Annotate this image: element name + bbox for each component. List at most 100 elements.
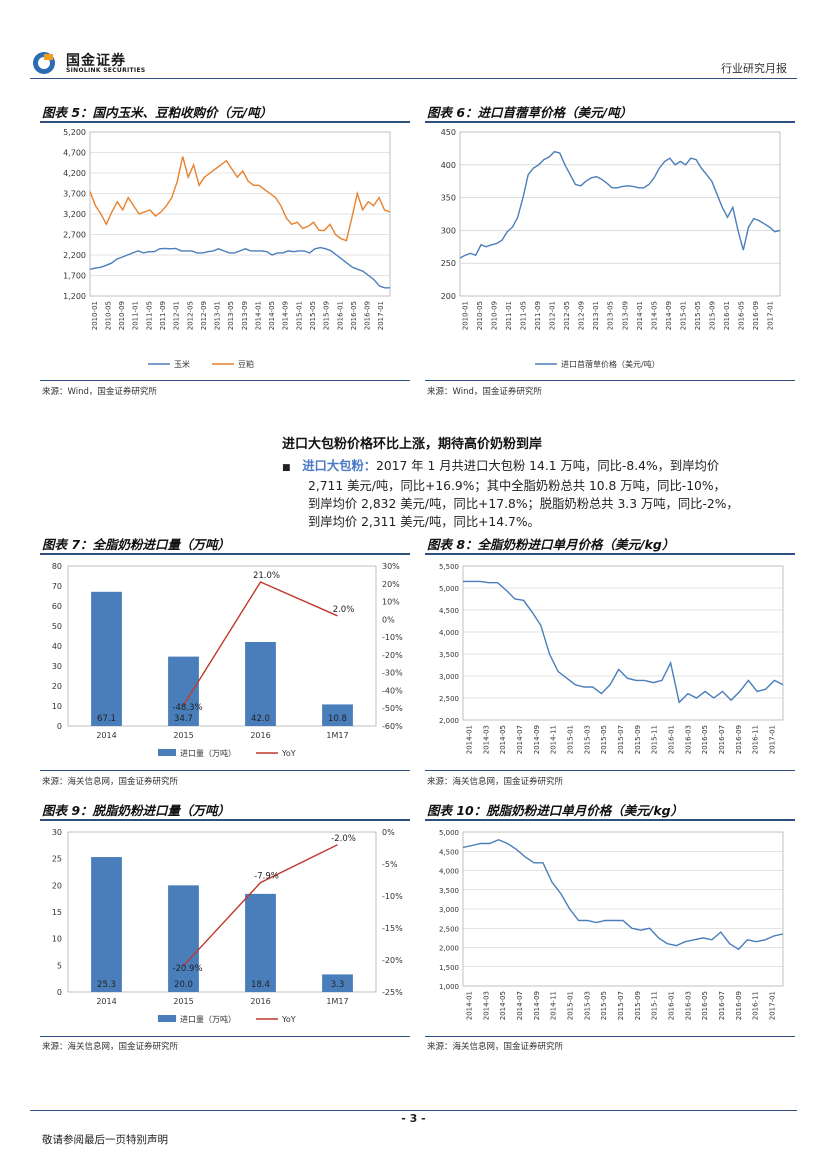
x-tick-label: 2011-05	[145, 301, 153, 330]
y2-tick-label: 0%	[382, 828, 395, 837]
y-tick-label: 2,500	[439, 695, 459, 703]
x-tick-label: 2010-09	[490, 301, 498, 330]
x-tick-label: 2012-09	[578, 301, 586, 330]
logo	[33, 52, 55, 74]
x-tick-label: 2013-09	[241, 301, 249, 330]
fig8-top-rule	[425, 553, 795, 555]
x-tick-label: 2015-03	[583, 725, 591, 754]
bar-value-label: 25.3	[97, 980, 116, 990]
x-tick-label: 2015-01	[566, 991, 574, 1020]
fig6-title: 图表 6：进口苜蓿草价格（美元/吨）	[427, 105, 633, 120]
y-tick-label: 40	[52, 642, 62, 651]
x-tick-label: 1M17	[326, 731, 348, 740]
x-tick-label: 2016-09	[364, 301, 372, 330]
y-tick-label: 0	[57, 988, 62, 997]
y-tick-label: 0	[57, 722, 62, 731]
bar-value-label: 42.0	[251, 714, 270, 724]
y-tick-label: 250	[441, 259, 456, 268]
y-tick-label: 4,500	[439, 848, 459, 856]
x-tick-label: 2015	[173, 997, 193, 1006]
y2-tick-label: -20%	[382, 651, 403, 660]
y-tick-label: 1,700	[63, 272, 86, 281]
x-tick-label: 2017-01	[767, 301, 775, 330]
y-tick-label: 5	[57, 961, 62, 970]
series-line	[462, 838, 784, 951]
x-tick-label: 2013-05	[607, 301, 615, 330]
bar-value-label: 20.0	[174, 980, 193, 990]
y-tick-label: 5,500	[439, 563, 459, 571]
x-tick-label: 2013-01	[214, 301, 222, 330]
legend-label-bar: 进口量（万吨）	[180, 1014, 236, 1024]
x-tick-label: 2016-07	[718, 725, 726, 754]
x-tick-label: 2014-01	[465, 725, 473, 754]
page-number: - 3 -	[401, 1112, 426, 1125]
y2-tick-label: -30%	[382, 669, 403, 678]
y-tick-label: 50	[52, 622, 62, 631]
y-tick-label: 70	[52, 582, 62, 591]
x-tick-label: 2014-01	[636, 301, 644, 330]
bullet-line-2: 2,711 美元/吨，同比+16.9%；其中全脂奶粉总共 10.8 万吨，同比-…	[308, 479, 726, 493]
x-tick-label: 2016-05	[350, 301, 358, 330]
x-tick-label: 2014-09	[533, 991, 541, 1020]
y2-tick-label: -50%	[382, 704, 403, 713]
fig10-chart: 5,000 4,500 4,000 3,500 3,000 2,500 2,000 1,500…	[439, 829, 784, 1020]
bar	[245, 893, 276, 992]
fig10-title: 图表 10：脱脂奶粉进口单月价格（美元/kg）	[427, 803, 684, 818]
fig8-bottom-rule	[425, 770, 795, 771]
x-tick-label: 2015-05	[694, 301, 702, 330]
y-tick-label: 450	[441, 128, 456, 137]
x-tick-label: 2015-01	[566, 725, 574, 754]
x-tick-label: 2010-01	[461, 301, 469, 330]
bar-value-label: 67.1	[97, 714, 116, 724]
fig8-source: 来源：海关信息网，国金证券研究所	[427, 777, 564, 787]
fig10-top-rule	[425, 819, 795, 821]
x-tick-label: 2015-11	[651, 991, 659, 1020]
section-heading: 进口大包粉价格环比上涨，期待高价奶粉到岸	[282, 437, 543, 452]
fig10-source: 来源：海关信息网，国金证券研究所	[427, 1042, 564, 1052]
y-tick-label: 3,500	[439, 887, 459, 895]
yoy-label: -7.9%	[254, 872, 279, 882]
fig9-chart: 3025201510500%-5%-10%-15%-20%-25%25.3201…	[52, 828, 403, 1024]
y-tick-label: 25	[52, 855, 62, 864]
y-tick-label: 1,500	[439, 964, 459, 972]
fig6-top-rule	[425, 121, 795, 123]
x-tick-label: 2016-03	[684, 991, 692, 1020]
legend-swatch-bar	[158, 749, 176, 756]
report-type: 行业研究月报	[721, 62, 787, 75]
yoy-label: -20.9%	[172, 964, 202, 974]
bullet-line-3: 到岸均价 2,832 美元/吨，同比+17.8%；脱脂奶粉总共 3.3 万吨，同…	[308, 497, 739, 511]
series-line	[89, 246, 390, 289]
fig6-bottom-rule	[425, 380, 795, 381]
x-tick-label: 2014-01	[254, 301, 262, 330]
x-tick-label: 2016-09	[735, 991, 743, 1020]
bar	[91, 857, 122, 992]
x-tick-label: 2015-05	[600, 991, 608, 1020]
x-tick-label: 2012-09	[200, 301, 208, 330]
bullet-line-4: 到岸均价 2,311 美元/吨，同比+14.7%。	[308, 515, 540, 529]
y2-tick-label: 20%	[382, 580, 400, 589]
x-tick-label: 2014-01	[465, 991, 473, 1020]
x-tick-label: 2015-09	[323, 301, 331, 330]
x-tick-label: 2016-05	[701, 991, 709, 1020]
section-paragraph: ■ 进口大包粉：2017 年 1 月共进口大包粉 14.1 万吨，同比-8.4%…	[282, 457, 802, 531]
y-tick-label: 3,200	[63, 210, 86, 219]
bar-value-label: 3.3	[331, 980, 345, 990]
x-tick-label: 2012-01	[173, 301, 181, 330]
x-tick-label: 2017-01	[769, 991, 777, 1020]
x-tick-label: 2016-07	[718, 991, 726, 1020]
y-tick-label: 1,200	[63, 292, 86, 301]
y-tick-label: 2,000	[439, 717, 459, 725]
disclaimer: 敬请参阅最后一页特别声明	[42, 1134, 168, 1146]
series-line	[459, 150, 781, 259]
x-tick-label: 2013-05	[227, 301, 235, 330]
x-tick-label: 2013-01	[592, 301, 600, 330]
y-tick-label: 2,200	[63, 251, 86, 260]
x-tick-label: 2016-01	[668, 991, 676, 1020]
x-tick-label: 2016	[250, 997, 270, 1006]
x-tick-label: 2014-09	[282, 301, 290, 330]
x-tick-label: 2010-09	[118, 301, 126, 330]
y-tick-label: 2,000	[439, 945, 459, 953]
x-tick-label: 2015-05	[309, 301, 317, 330]
y-tick-label: 4,500	[439, 607, 459, 615]
y-tick-label: 300	[441, 226, 456, 235]
